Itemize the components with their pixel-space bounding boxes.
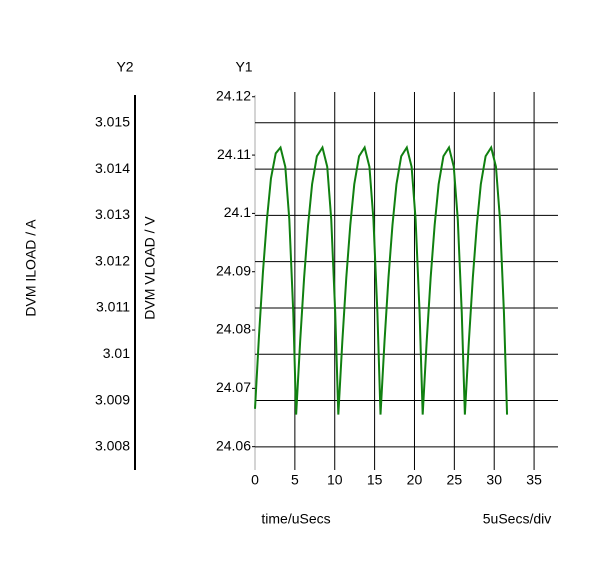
y2-tick-label: 3.01 xyxy=(103,345,130,361)
x-scale-note: 5uSecs/div xyxy=(483,511,551,527)
y-tick-label: 24.08 xyxy=(216,321,251,337)
y2-tick-label: 3.012 xyxy=(95,252,130,268)
y-tick-label: 24.07 xyxy=(216,379,251,395)
y-tick-label: 24.1 xyxy=(224,204,251,220)
x-tick-label: 5 xyxy=(291,472,299,488)
y-tick-label: 24.09 xyxy=(216,262,251,278)
y-title: DVM VLOAD / V xyxy=(142,216,158,320)
x-tick-label: 20 xyxy=(407,472,423,488)
x-title: time/uSecs xyxy=(261,511,330,527)
y2-tick-label: 3.011 xyxy=(96,299,130,315)
series-line xyxy=(254,144,509,415)
x-tick-label: 15 xyxy=(367,472,383,488)
y-tick-label: 24.12 xyxy=(216,87,251,103)
y2-tick-label: 3.014 xyxy=(95,160,130,176)
y2-title: DVM ILOAD / A xyxy=(23,219,39,317)
y-tick-label: 24.11 xyxy=(217,146,251,162)
y-label: Y1 xyxy=(235,59,252,75)
y2-tick-label: 3.015 xyxy=(95,113,130,129)
y2-tick-label: 3.009 xyxy=(95,391,130,407)
y2-tick-label: 3.008 xyxy=(95,438,130,454)
x-tick-label: 25 xyxy=(447,472,463,488)
x-tick-label: 35 xyxy=(526,472,542,488)
y-tick-label: 24.06 xyxy=(216,437,251,453)
x-tick-label: 30 xyxy=(486,472,502,488)
x-tick-label: 0 xyxy=(251,472,259,488)
x-tick-label: 10 xyxy=(327,472,343,488)
y2-label: Y2 xyxy=(116,59,133,75)
y2-tick-label: 3.013 xyxy=(95,206,130,222)
